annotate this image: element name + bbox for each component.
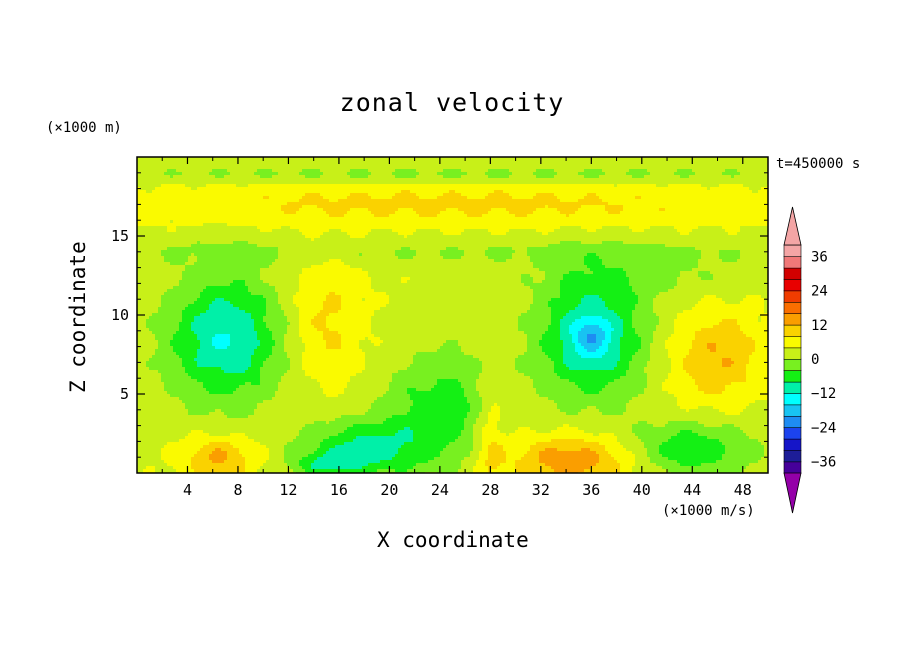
colorbar-swatch: [783, 370, 802, 383]
colorbar-swatch: [783, 358, 802, 371]
colorbar-tick-label: 12: [811, 318, 828, 334]
colorbar-swatch: [783, 290, 802, 303]
x-tick-label: 40: [633, 481, 651, 499]
x-tick-label: 32: [532, 481, 550, 499]
colorbar-tick-label: 36: [811, 249, 828, 265]
colorbar-swatch: [783, 381, 802, 394]
colorbar-swatch: [783, 324, 802, 337]
y-tick-label: 5: [120, 385, 129, 403]
colorbar-tick-label: 24: [811, 284, 828, 300]
colorbar-under-arrow: [783, 472, 802, 514]
x-ticks: 4 8 12 16 20 24 28 32 36 40 44 48: [161, 157, 752, 499]
colorbar-swatch: [783, 313, 802, 326]
colorbar-swatch: [783, 427, 802, 440]
colorbar-swatch: [783, 335, 802, 349]
y-tick-label: 10: [111, 306, 129, 324]
colorbar: 36 24 12 0 −12 −24 −36: [783, 206, 836, 514]
x-tick-label: 4: [183, 481, 192, 499]
x-tick-label: 36: [582, 481, 600, 499]
y-axis-unit: (×1000 m): [46, 120, 122, 136]
colorbar-tick-label: −24: [811, 420, 836, 436]
colorbar-swatch: [783, 449, 802, 463]
x-tick-label: 20: [380, 481, 398, 499]
colorbar-swatch: [783, 461, 802, 474]
colorbar-swatch: [783, 278, 802, 292]
colorbar-tick-label: −36: [811, 455, 836, 471]
colorbar-swatch: [783, 301, 802, 314]
colorbar-swatch: [783, 415, 802, 428]
x-tick-label: 12: [279, 481, 297, 499]
colorbar-tick-label: 0: [811, 352, 819, 368]
x-tick-label: 48: [734, 481, 752, 499]
time-label: t=450000 s: [776, 156, 860, 172]
colorbar-swatch: [783, 404, 802, 417]
colorbar-swatch: [783, 347, 802, 360]
x-tick-label: 8: [233, 481, 242, 499]
x-tick-label: 44: [683, 481, 701, 499]
x-axis-unit: (×1000 m/s): [662, 503, 755, 519]
y-ticks: 5 10 15: [111, 172, 768, 458]
colorbar-tick-label: −12: [811, 386, 836, 402]
colorbar-swatch: [783, 392, 802, 406]
colorbar-swatch: [783, 438, 802, 451]
contour-field: [137, 157, 768, 473]
colorbar-swatch: [783, 267, 802, 280]
x-tick-label: 24: [431, 481, 449, 499]
colorbar-over-arrow: [783, 206, 802, 246]
y-tick-label: 15: [111, 227, 129, 245]
x-axis-label: X coordinate: [377, 528, 529, 552]
x-tick-label: 16: [330, 481, 348, 499]
chart-title: zonal velocity: [0, 88, 904, 117]
x-tick-label: 28: [481, 481, 499, 499]
colorbar-swatch: [783, 244, 802, 257]
colorbar-swatch: [783, 256, 802, 269]
